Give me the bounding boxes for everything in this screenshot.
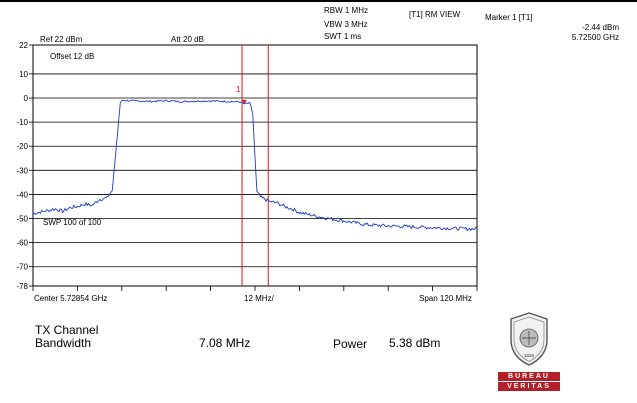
marker-level: -2.44 dBm <box>582 23 619 32</box>
top-rule <box>0 0 637 2</box>
center-frequency: Center 5.72854 GHz <box>34 294 108 303</box>
y-tick-label: -30 <box>16 166 28 175</box>
y-tick-label: -70 <box>16 263 28 272</box>
plot-frame <box>32 44 478 287</box>
y-tick-label: -20 <box>16 142 28 151</box>
seal-icon: 1828 <box>510 312 548 366</box>
tx-channel-label: TX Channel <box>35 323 99 337</box>
vbw-label: VBW 3 MHz <box>324 20 368 29</box>
bureau-veritas-logo: 1828 BUREAU VERITAS <box>498 312 560 396</box>
logo-year: 1828 <box>524 353 535 358</box>
spectrum-trace <box>32 99 478 232</box>
y-tick-label: -60 <box>16 239 28 248</box>
span-label: Span 120 MHz <box>419 294 472 303</box>
y-tick-label: -78 <box>16 282 28 291</box>
logo-text-top: BUREAU <box>498 372 560 381</box>
y-tick-label: 10 <box>19 70 28 79</box>
power-label: Power <box>333 337 368 351</box>
attenuation: Att 20 dB <box>171 35 204 44</box>
marker-1 <box>241 99 247 104</box>
bandwidth-label: Bandwidth <box>35 336 92 350</box>
y-tick-label: -50 <box>16 215 28 224</box>
y-tick-label: 0 <box>24 94 29 103</box>
bandwidth-value: 7.08 MHz <box>199 336 251 350</box>
view-label: [T1] RM VIEW <box>409 10 461 19</box>
offset-label: Offset 12 dB <box>50 52 95 61</box>
frequency-per-division: 12 MHz/ <box>244 294 274 303</box>
marker-number: 1 <box>236 85 241 94</box>
reference-level: Ref 22 dBm <box>40 35 83 44</box>
rbw-label: RBW 1 MHz <box>324 6 368 15</box>
sweep-count: SWP 100 of 100 <box>43 218 102 227</box>
logo-text-bottom: VERITAS <box>498 382 560 391</box>
y-tick-label: 22 <box>19 41 28 50</box>
y-tick-label: -10 <box>16 118 28 127</box>
power-value: 5.38 dBm <box>389 336 441 350</box>
marker-frequency: 5.72500 GHz <box>571 33 619 42</box>
swt-label: SWT 1 ms <box>324 32 362 41</box>
marker-label: Marker 1 [T1] <box>485 13 533 22</box>
y-tick-label: -40 <box>16 190 28 199</box>
